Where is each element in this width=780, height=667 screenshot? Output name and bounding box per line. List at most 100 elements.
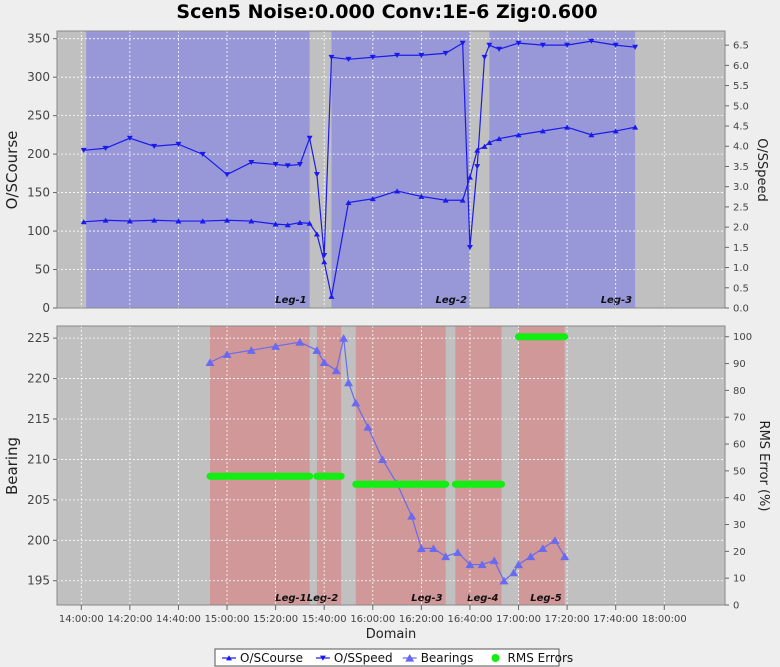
data-point [345,56,352,63]
right-tick-label: 6.5 [733,41,749,52]
data-point [224,217,231,223]
bottom-leg-bands: Leg-1 Leg-2 Leg-3 Leg-4 Leg-5 [210,326,565,605]
data-point [151,143,158,149]
data-point [466,244,473,251]
data-point [175,218,182,224]
x-axis-ticks: 14:00:00 14:20:00 14:40:00 15:00:00 15:20:00… [59,605,687,625]
data-point [296,219,303,225]
x-axis-label: Domain [366,627,416,642]
data-point [205,358,215,366]
top-left-axis-label: O/SCourse [3,131,21,210]
data-point [441,552,451,561]
data-point [453,548,463,557]
data-point [515,132,522,138]
left-tick-label: 205 [27,493,50,507]
data-point [539,42,546,48]
data-point [369,196,376,202]
data-point [271,342,281,350]
left-tick-label: 215 [27,412,50,426]
data-point [199,151,206,158]
left-tick-label: 100 [27,224,50,238]
x-tick-label: 16:00:00 [350,614,395,625]
data-point [564,124,571,130]
bottom-left-axis-ticks: 195 200 205 210 215 220 225 [27,331,57,588]
bottom-gridlines [57,326,725,605]
right-tick-label: 1.0 [733,263,749,274]
data-point [312,346,322,354]
leg-label: Leg-1 [275,295,306,306]
left-tick-label: 300 [27,70,50,84]
data-point [272,221,279,227]
data-point [248,160,255,166]
right-tick-label: 10 [733,574,746,585]
data-point [416,544,426,552]
legend: O/SCourse O/SSpeed Bearings RMS Errors [214,648,573,667]
bottom-series [205,333,570,585]
right-tick-label: 70 [733,413,746,424]
data-point [80,219,87,225]
data-point [499,576,509,585]
right-tick-label: 2.5 [733,202,749,213]
data-point [328,54,335,60]
data-point [407,511,417,520]
data-point [459,197,466,203]
bottom-plot-panel: Leg-1 Leg-2 Leg-3 Leg-4 Leg-5 19520020521021… [3,325,771,612]
x-tick-label: 14:00:00 [59,614,104,625]
data-point [321,253,328,259]
data-point [538,544,548,552]
data-point [313,172,320,178]
data-point [632,124,639,130]
data-point [345,199,352,205]
top-leg-bands: Leg-1 Leg-2 Leg-3 [86,31,636,308]
left-tick-label: 350 [27,32,50,46]
top-right-axis-ticks: 0.0 0.5 1.0 1.5 2.0 2.5 3.0 3.5 4.0 4.5 5.0 5.5 6.0 6… [725,41,749,315]
right-tick-label: 60 [733,440,746,451]
data-point [331,366,341,375]
right-tick-label: 80 [733,386,746,397]
top-right-axis-label: O/SSpeed [754,138,769,202]
leg-label: Leg-1 [275,593,306,604]
leg-label: Leg-4 [467,593,498,604]
data-point [284,222,291,228]
data-point [394,52,401,58]
right-tick-label: 3.0 [733,182,749,193]
right-tick-label: 0 [733,601,739,612]
left-tick-label: 210 [27,452,50,466]
data-point [199,218,206,224]
legend-marker [319,655,326,661]
legend-marker [491,654,500,662]
leg-label: Leg-3 [601,295,632,306]
x-tick-label: 16:20:00 [399,614,444,625]
data-point [474,164,481,170]
data-point [394,188,401,194]
data-point [306,135,313,141]
data-point [515,40,522,46]
right-tick-label: 1.5 [733,243,749,254]
data-point [486,139,493,145]
data-point [80,147,87,153]
data-point [126,218,133,224]
x-tick-label: 14:20:00 [107,614,152,625]
x-tick-label: 15:40:00 [302,614,347,625]
data-point [612,42,619,48]
leg-label: Leg-5 [530,593,561,604]
leg-label: Leg-2 [436,295,467,306]
data-point [246,346,256,354]
top-plot-panel: Leg-1 Leg-2 Leg-3 0 50 100 150 200 250 300 350 0.… [3,30,769,315]
data-point [612,128,619,134]
left-tick-label: 200 [27,533,50,547]
right-tick-label: 20 [733,547,746,558]
left-tick-label: 150 [27,186,50,200]
left-tick-label: 195 [27,574,50,588]
left-tick-label: 225 [27,331,50,345]
series-line-osspeed [83,40,636,256]
data-point [429,544,439,552]
right-tick-label: 5.0 [733,101,749,112]
bottom-plot-border [56,325,726,606]
right-tick-label: 6.0 [733,61,749,72]
right-tick-label: 100 [733,332,752,343]
right-tick-label: 30 [733,520,746,531]
data-point [377,455,387,464]
top-plot-border [56,30,726,309]
left-tick-label: 200 [27,147,50,161]
